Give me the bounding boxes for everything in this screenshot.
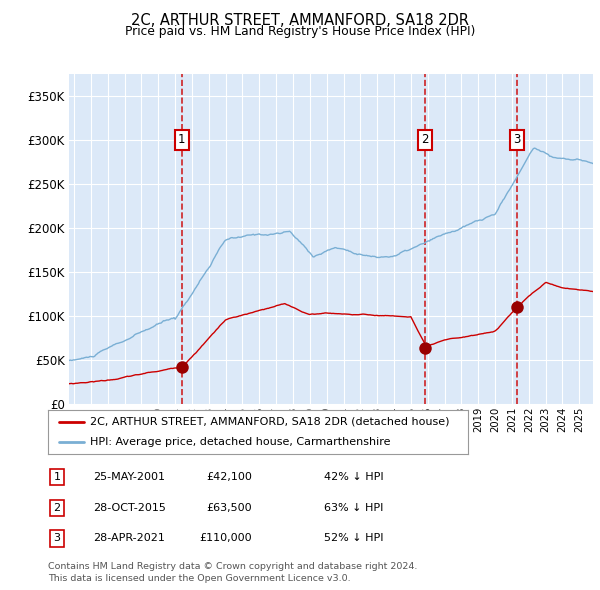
Text: 52% ↓ HPI: 52% ↓ HPI [324,533,383,543]
Text: 3: 3 [53,533,61,543]
Text: 28-APR-2021: 28-APR-2021 [93,533,165,543]
Text: 2: 2 [421,133,428,146]
Text: 63% ↓ HPI: 63% ↓ HPI [324,503,383,513]
Text: Price paid vs. HM Land Registry's House Price Index (HPI): Price paid vs. HM Land Registry's House … [125,25,475,38]
Text: 28-OCT-2015: 28-OCT-2015 [93,503,166,513]
Text: 1: 1 [178,133,185,146]
Text: Contains HM Land Registry data © Crown copyright and database right 2024.
This d: Contains HM Land Registry data © Crown c… [48,562,418,583]
Text: 2C, ARTHUR STREET, AMMANFORD, SA18 2DR: 2C, ARTHUR STREET, AMMANFORD, SA18 2DR [131,13,469,28]
Text: 42% ↓ HPI: 42% ↓ HPI [324,472,383,482]
Text: £110,000: £110,000 [199,533,252,543]
Text: 25-MAY-2001: 25-MAY-2001 [93,472,165,482]
Text: 1: 1 [53,472,61,482]
Text: £63,500: £63,500 [206,503,252,513]
Text: 2C, ARTHUR STREET, AMMANFORD, SA18 2DR (detached house): 2C, ARTHUR STREET, AMMANFORD, SA18 2DR (… [90,417,449,427]
Text: HPI: Average price, detached house, Carmarthenshire: HPI: Average price, detached house, Carm… [90,437,391,447]
Text: £42,100: £42,100 [206,472,252,482]
Text: 3: 3 [514,133,521,146]
Text: 2: 2 [53,503,61,513]
